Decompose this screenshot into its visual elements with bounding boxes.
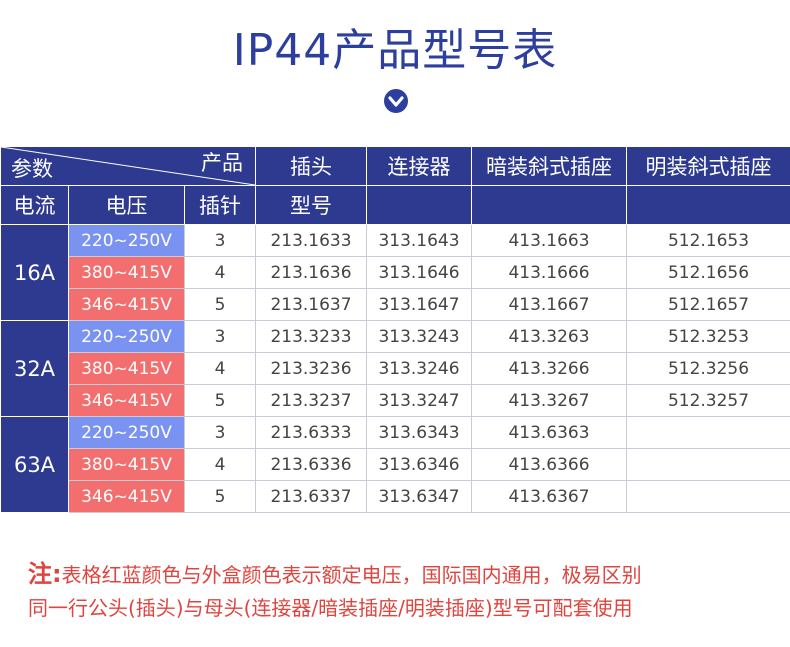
plug-model-cell: 213.1633: [255, 224, 368, 257]
chevron-down-circle-icon[interactable]: [383, 88, 409, 114]
surface-socket-model-cell: [626, 480, 790, 513]
voltage-cell: 346~415V: [68, 480, 185, 513]
product-model-table: 参数 产品 插头 连接器 暗装斜式插座 明装斜式插座 电流 电压 插针 型号 1…: [0, 146, 790, 513]
header-empty-cell: [471, 185, 628, 225]
diagonal-divider: [1, 147, 256, 185]
surface-socket-model-cell: 512.3253: [626, 320, 790, 353]
pins-cell: 4: [183, 256, 257, 289]
plug-model-cell: 213.1636: [255, 256, 368, 289]
surface-socket-model-cell: 512.1653: [626, 224, 790, 257]
surface-socket-model-cell: 512.3256: [626, 352, 790, 385]
voltage-cell: 346~415V: [68, 384, 185, 417]
current-cell: 63A: [0, 416, 69, 513]
page-title: IP44产品型号表: [232, 25, 558, 76]
surface-socket-model-cell: 512.1657: [626, 288, 790, 321]
voltage-cell: 220~250V: [68, 416, 185, 449]
table-row: 346~415V 5 213.6337 313.6347 413.6367: [1, 480, 790, 513]
header-params: 参数: [11, 157, 53, 181]
connector-model-cell: 313.6346: [366, 448, 473, 481]
header-corner-cell: 参数 产品: [0, 146, 257, 186]
table-row: 346~415V 5 213.3237 313.3247 413.3267 512.325…: [1, 384, 790, 417]
pins-cell: 4: [183, 448, 257, 481]
voltage-cell: 220~250V: [68, 224, 185, 257]
voltage-cell: 380~415V: [68, 256, 185, 289]
connector-model-cell: 313.1646: [366, 256, 473, 289]
header-surface-socket: 明装斜式插座: [626, 146, 790, 186]
voltage-cell: 380~415V: [68, 352, 185, 385]
note-lead: 注:: [28, 560, 62, 588]
concealed-socket-model-cell: 413.3263: [471, 320, 628, 353]
header-empty-cell: [626, 185, 790, 225]
table-row: 346~415V 5 213.1637 313.1647 413.1667 512.165…: [1, 288, 790, 321]
table-row: 16A 220~250V 3 213.1633 313.1643 413.1663 512.…: [0, 224, 790, 321]
note-line-1: 注:表格红蓝颜色与外盒颜色表示额定电压，国际国内通用，极易区别: [28, 554, 788, 589]
note-text-1: 表格红蓝颜色与外盒颜色表示额定电压，国际国内通用，极易区别: [61, 563, 642, 587]
pins-cell: 5: [183, 480, 257, 513]
voltage-cell: 220~250V: [68, 320, 185, 353]
table-row: 32A 220~250V 3 213.3233 313.3243 413.3263 512.…: [0, 320, 790, 417]
connector-model-cell: 313.1647: [366, 288, 473, 321]
connector-model-cell: 313.1643: [366, 224, 473, 257]
voltage-cell: 346~415V: [68, 288, 185, 321]
table-row: 63A 220~250V 3 213.6333 313.6343 413.6363: [0, 416, 790, 513]
concealed-socket-model-cell: 413.6363: [471, 416, 628, 449]
concealed-socket-model-cell: 413.1667: [471, 288, 628, 321]
concealed-socket-model-cell: 413.3266: [471, 352, 628, 385]
concealed-socket-model-cell: 413.1666: [471, 256, 628, 289]
header-product: 产品: [201, 151, 244, 175]
surface-socket-model-cell: [626, 448, 790, 481]
header-plug: 插头: [255, 146, 368, 186]
current-cell: 32A: [0, 320, 69, 417]
concealed-socket-model-cell: 413.6366: [471, 448, 628, 481]
plug-model-cell: 213.6336: [255, 448, 368, 481]
voltage-cell: 380~415V: [68, 448, 185, 481]
pins-cell: 3: [183, 320, 257, 353]
header-model: 型号: [255, 185, 368, 225]
plug-model-cell: 213.3233: [255, 320, 368, 353]
note-line-2: 同一行公头(插头)与母头(连接器/暗装插座/明装插座)型号可配套使用: [28, 596, 633, 620]
pins-cell: 3: [183, 416, 257, 449]
pins-cell: 3: [183, 224, 257, 257]
table-row: 380~415V 4 213.3236 313.3246 413.3266 512.325…: [1, 352, 790, 385]
header-current: 电流: [0, 185, 69, 225]
connector-model-cell: 313.6343: [366, 416, 473, 449]
header-voltage: 电压: [68, 185, 185, 225]
concealed-socket-model-cell: 413.6367: [471, 480, 628, 513]
header-row-2: 电流 电压 插针 型号: [0, 185, 790, 225]
connector-model-cell: 313.3247: [366, 384, 473, 417]
pins-cell: 5: [183, 288, 257, 321]
header-pins: 插针: [183, 185, 257, 225]
surface-socket-model-cell: [626, 416, 790, 449]
pins-cell: 4: [183, 352, 257, 385]
header-empty-cell: [366, 185, 473, 225]
connector-model-cell: 313.6347: [366, 480, 473, 513]
plug-model-cell: 213.1637: [255, 288, 368, 321]
plug-model-cell: 213.6337: [255, 480, 368, 513]
header-concealed-socket: 暗装斜式插座: [471, 146, 628, 186]
header-row-1: 参数 产品 插头 连接器 暗装斜式插座 明装斜式插座: [0, 146, 790, 186]
connector-model-cell: 313.3246: [366, 352, 473, 385]
surface-socket-model-cell: 512.1656: [626, 256, 790, 289]
concealed-socket-model-cell: 413.3267: [471, 384, 628, 417]
table-row: 380~415V 4 213.1636 313.1646 413.1666 512.165…: [1, 256, 790, 289]
current-cell: 16A: [0, 224, 69, 321]
concealed-socket-model-cell: 413.1663: [471, 224, 628, 257]
table-row: 380~415V 4 213.6336 313.6346 413.6366: [1, 448, 790, 481]
plug-model-cell: 213.3236: [255, 352, 368, 385]
plug-model-cell: 213.6333: [255, 416, 368, 449]
header-connector: 连接器: [366, 146, 473, 186]
connector-model-cell: 313.3243: [366, 320, 473, 353]
pins-cell: 5: [183, 384, 257, 417]
surface-socket-model-cell: 512.3257: [626, 384, 790, 417]
plug-model-cell: 213.3237: [255, 384, 368, 417]
